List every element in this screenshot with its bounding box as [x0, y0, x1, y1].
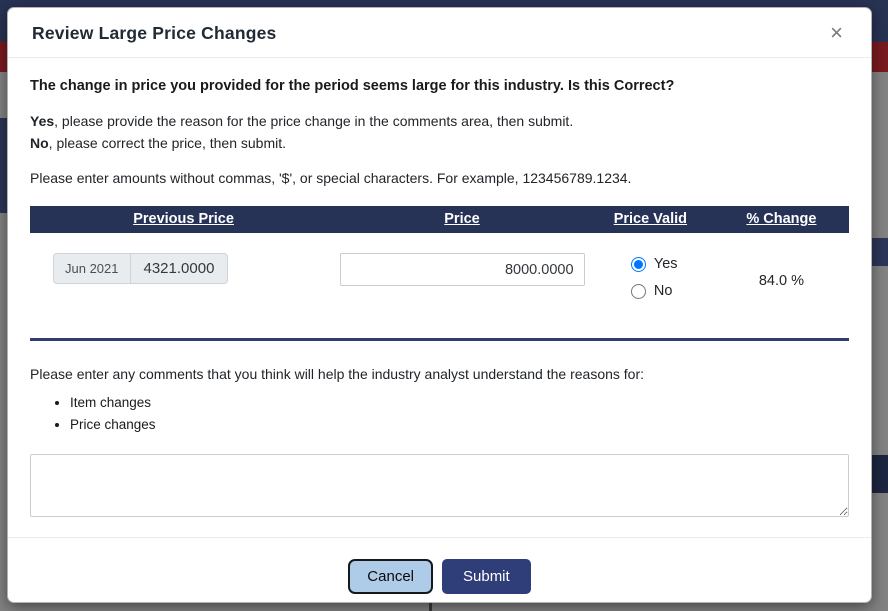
dialog-body: The change in price you provided for the…	[8, 58, 871, 520]
price-cell	[337, 253, 587, 338]
yes-radio-label: Yes	[653, 256, 678, 273]
header-previous-price: Previous Price	[30, 211, 337, 227]
dialog-title: Review Large Price Changes	[32, 22, 277, 43]
period-label: Jun 2021	[54, 254, 131, 284]
backdrop-fragment	[872, 238, 888, 266]
amount-format-note: Please enter amounts without commas, '$'…	[30, 170, 632, 187]
review-price-changes-dialog: Review Large Price Changes × The change …	[7, 7, 872, 603]
previous-price-header-link[interactable]: Previous Price	[133, 211, 234, 228]
price-valid-header-link[interactable]: Price Valid	[613, 211, 688, 228]
large-change-question: The change in price you provided for the…	[30, 78, 675, 94]
dialog-header: Review Large Price Changes ×	[8, 8, 871, 58]
section-divider	[30, 338, 849, 342]
previous-price-group: Jun 2021 4321.0000	[53, 253, 229, 285]
price-header-link[interactable]: Price	[444, 211, 480, 228]
backdrop-fragment	[0, 118, 8, 213]
no-bold: No	[30, 134, 49, 151]
pct-change-header-link[interactable]: % Change	[746, 211, 817, 228]
price-valid-cell: Yes No	[587, 253, 714, 338]
price-input[interactable]	[339, 253, 585, 287]
header-price: Price	[337, 211, 587, 227]
pct-change-value: 84.0 %	[758, 273, 804, 290]
yes-instruction-text: , please provide the reason for the pric…	[54, 113, 574, 129]
table-row: Jun 2021 4321.0000 Yes No	[30, 233, 849, 338]
price-valid-yes-option[interactable]: Yes	[630, 256, 714, 273]
price-review-table: Previous Price Price Price Valid % Chang…	[30, 206, 849, 338]
comments-reason-list: Item changes Price changes	[70, 392, 849, 435]
comments-textarea[interactable]	[30, 453, 849, 517]
previous-price-cell: Jun 2021 4321.0000	[30, 253, 337, 338]
backdrop-fragment	[872, 455, 888, 493]
close-icon[interactable]: ×	[826, 22, 847, 44]
header-pct-change: % Change	[714, 211, 849, 227]
dialog-footer: Cancel Submit	[8, 536, 871, 602]
list-item: Price changes	[70, 414, 849, 436]
header-price-valid: Price Valid	[587, 211, 714, 227]
price-valid-no-radio[interactable]	[630, 283, 646, 299]
table-header-row: Previous Price Price Price Valid % Chang…	[30, 206, 849, 234]
yes-no-instructions: Yes, please provide the reason for the p…	[30, 111, 849, 154]
backdrop-fragment	[429, 602, 432, 611]
price-valid-yes-radio[interactable]	[630, 256, 646, 272]
price-valid-no-option[interactable]: No	[630, 283, 714, 300]
comments-instructions: Please enter any comments that you think…	[30, 366, 645, 383]
previous-price-value: 4321.0000	[143, 260, 215, 278]
submit-button[interactable]: Submit	[442, 558, 531, 594]
no-radio-label: No	[653, 283, 673, 300]
yes-bold: Yes	[30, 113, 55, 129]
no-instruction-text: , please correct the price, then submit.	[48, 134, 287, 151]
list-item: Item changes	[70, 392, 849, 414]
cancel-button[interactable]: Cancel	[348, 558, 433, 594]
